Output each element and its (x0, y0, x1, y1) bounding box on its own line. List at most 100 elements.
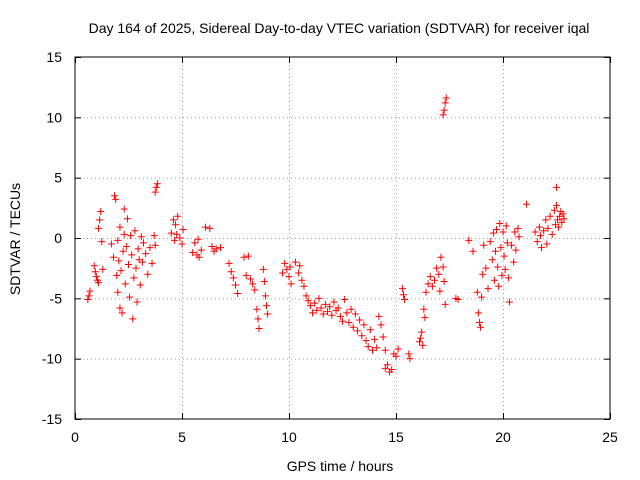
x-tick-labels: 0 5 10 15 20 25 (71, 429, 618, 445)
data-point-marker (550, 206, 558, 214)
y-tick-label: 10 (46, 109, 62, 125)
data-point-marker (420, 305, 428, 313)
data-point-marker (113, 271, 121, 279)
data-point-marker (406, 355, 414, 363)
chart-title: Day 164 of 2025, Sidereal Day-to-day VTE… (89, 20, 590, 36)
data-point-marker (304, 297, 312, 305)
data-point-marker (497, 244, 505, 252)
data-point-marker (296, 262, 304, 270)
data-point-marker (347, 305, 355, 313)
data-point-marker (428, 282, 436, 290)
data-point-marker (358, 332, 366, 340)
data-point-marker (195, 253, 203, 261)
data-point-marker (98, 238, 106, 246)
data-point-marker (514, 224, 522, 232)
data-point-marker (137, 233, 145, 241)
data-point-marker (542, 216, 550, 224)
data-point-marker (479, 270, 487, 278)
data-point-marker (339, 317, 346, 325)
data-point-marker (84, 296, 92, 304)
data-point-marker (171, 236, 179, 244)
y-tick-label: -15 (42, 411, 62, 427)
data-point-marker (504, 274, 512, 282)
data-point-marker (540, 227, 548, 235)
data-point-marker (478, 293, 486, 301)
data-point-marker (465, 236, 473, 244)
data-point-marker (362, 337, 370, 345)
data-point-marker (373, 344, 381, 352)
data-point-marker (349, 323, 357, 331)
data-point-marker (538, 244, 546, 252)
data-point-marker (118, 309, 126, 317)
data-point-marker (435, 270, 443, 278)
data-point-marker (441, 300, 449, 308)
data-point-marker (122, 242, 130, 250)
data-point-marker (295, 269, 303, 277)
data-point-marker (500, 252, 508, 260)
plot-frame (74, 56, 611, 420)
data-point-marker (421, 314, 429, 322)
data-point-marker (208, 242, 216, 250)
data-point-marker (176, 234, 184, 242)
x-tick-label: 20 (495, 429, 511, 445)
data-point-marker (96, 216, 104, 224)
data-point-marker (126, 293, 134, 301)
data-point-marker (381, 364, 389, 372)
data-point-marker (503, 239, 511, 247)
data-point-marker (368, 346, 376, 354)
x-tick-label: 5 (178, 429, 186, 445)
data-point-marker (128, 251, 136, 259)
y-tick-label: 15 (46, 49, 62, 65)
data-point-marker (281, 259, 289, 267)
data-point-marker (437, 253, 445, 261)
data-point-marker (150, 232, 158, 240)
data-point-marker (418, 328, 426, 336)
data-point-marker (311, 299, 319, 307)
data-point-marker (291, 258, 299, 266)
data-point-marker (321, 300, 329, 308)
data-point-marker (334, 304, 342, 312)
data-point-marker (399, 291, 407, 299)
data-point-marker (489, 229, 497, 237)
data-point-marker (217, 244, 225, 252)
data-point-marker (144, 270, 152, 278)
data-point-marker (125, 261, 132, 269)
data-point-marker (133, 298, 141, 306)
data-point-marker (490, 276, 498, 284)
data-point-marker (260, 277, 268, 285)
data-point-marker (264, 310, 272, 318)
data-point-marker (95, 224, 103, 232)
data-point-marker (324, 308, 332, 316)
data-point-marker (433, 264, 441, 272)
data-point-marker (401, 296, 409, 304)
data-point-marker (543, 240, 551, 248)
data-point-marker (436, 287, 444, 295)
data-point-marker (86, 287, 94, 295)
data-point-marker (146, 244, 154, 252)
data-point-marker (253, 305, 261, 313)
data-point-marker (495, 282, 503, 290)
data-point-marker (419, 341, 427, 349)
data-point-marker (486, 238, 494, 246)
data-point-marker (392, 352, 400, 360)
data-point-marker (536, 232, 544, 240)
data-point-marker (263, 302, 271, 310)
data-point-marker (306, 302, 314, 310)
data-point-marker (116, 304, 124, 312)
data-point-marker (326, 303, 334, 311)
data-markers (84, 94, 568, 376)
data-point-marker (120, 230, 128, 238)
data-point-marker (91, 268, 99, 276)
x-axis-label: GPS time / hours (287, 458, 394, 474)
data-point-marker (178, 240, 186, 248)
data-point-marker (493, 226, 501, 234)
data-point-marker (475, 318, 483, 326)
data-point-marker (439, 263, 447, 271)
data-point-marker (111, 192, 119, 200)
data-point-marker (85, 292, 93, 300)
data-point-marker (244, 252, 252, 260)
data-point-marker (416, 338, 424, 346)
data-point-marker (377, 321, 385, 329)
data-point-marker (279, 269, 287, 277)
